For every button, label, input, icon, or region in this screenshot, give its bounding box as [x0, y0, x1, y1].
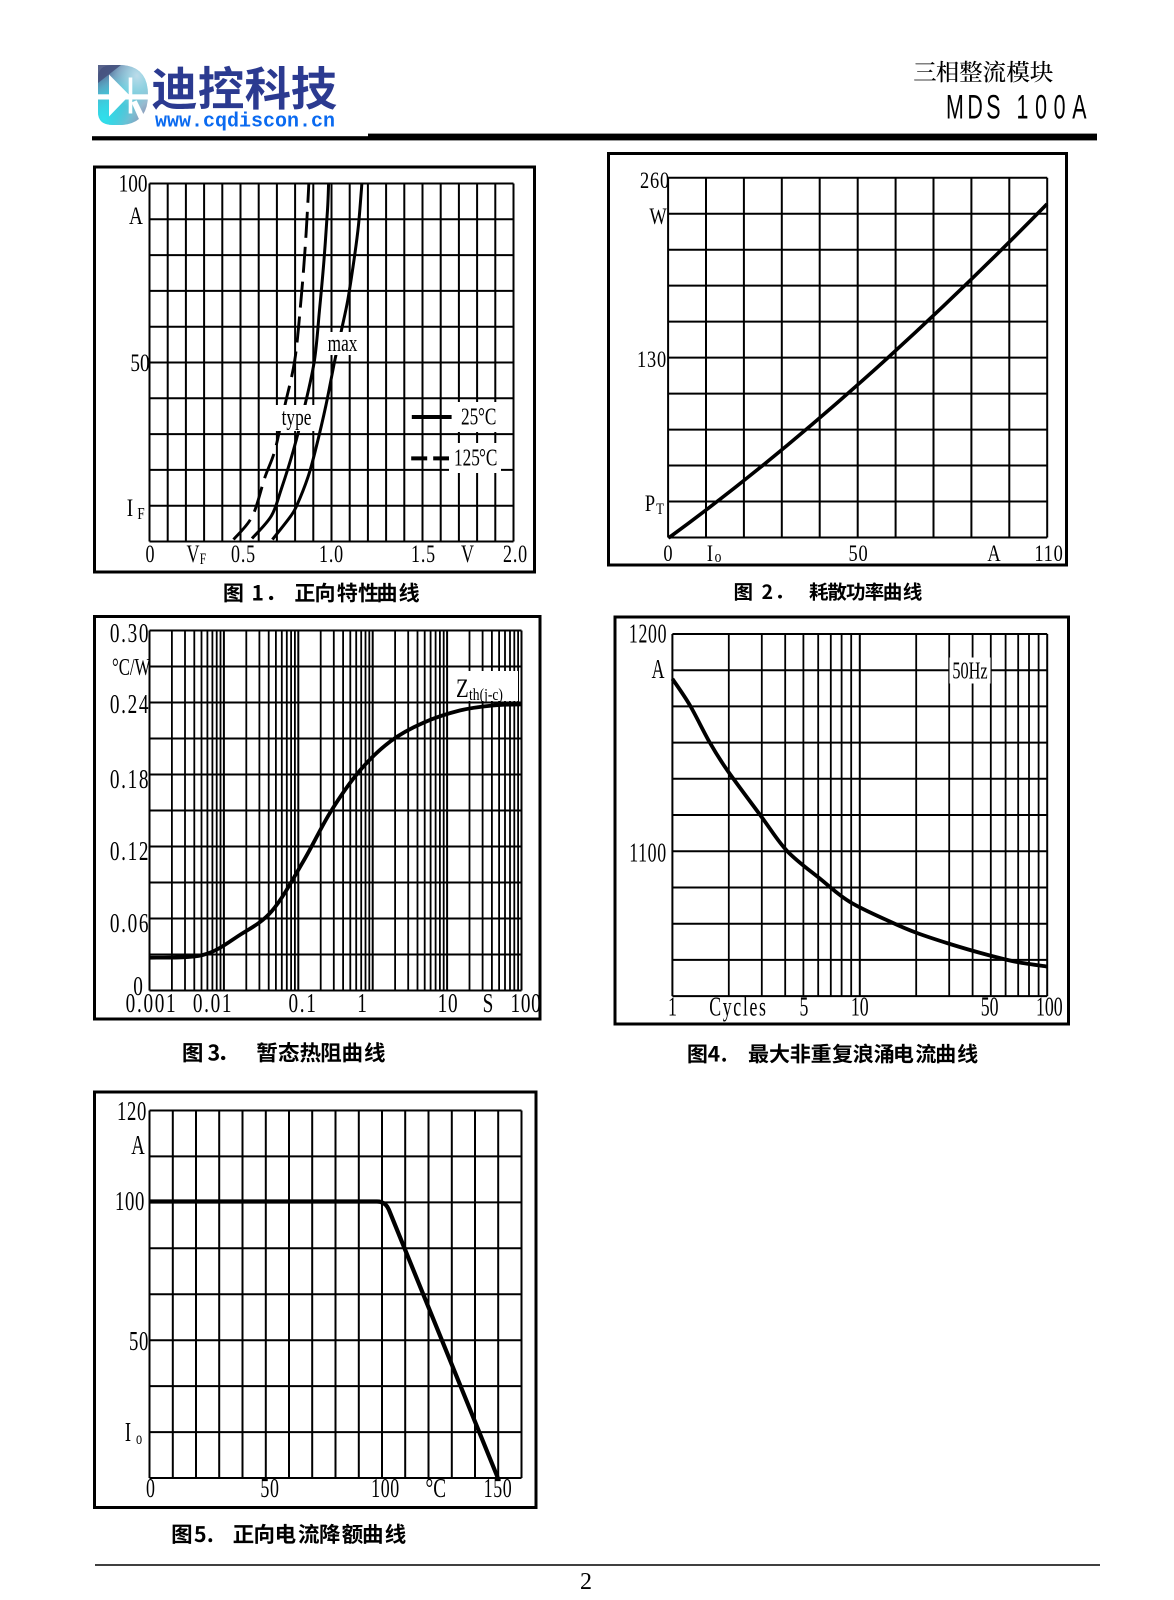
svg-text:5: 5: [800, 992, 809, 1022]
svg-text:0.24: 0.24: [110, 690, 150, 720]
svg-text:V: V: [187, 540, 200, 568]
svg-text:1.0: 1.0: [319, 540, 344, 568]
svg-text:0.01: 0.01: [193, 989, 233, 1019]
svg-text:°C/W: °C/W: [112, 655, 151, 680]
svg-text:°C: °C: [479, 444, 497, 472]
svg-text:1.5: 1.5: [411, 540, 436, 568]
svg-text:F: F: [200, 551, 207, 568]
svg-text:50: 50: [130, 349, 149, 377]
svg-text:0.12: 0.12: [110, 837, 150, 867]
svg-text:10: 10: [851, 992, 869, 1022]
svg-text:th(j-c): th(j-c): [469, 686, 503, 705]
svg-text:0.001: 0.001: [126, 989, 178, 1019]
svg-text:V: V: [461, 540, 474, 568]
svg-text:o: o: [715, 548, 722, 567]
svg-text:100: 100: [115, 1187, 145, 1217]
svg-text:Z: Z: [456, 675, 469, 704]
svg-text:0: 0: [133, 972, 143, 1002]
svg-text:A: A: [129, 202, 143, 230]
svg-text:0.18: 0.18: [110, 765, 150, 795]
svg-text:260: 260: [640, 167, 670, 194]
svg-text:I: I: [125, 1418, 131, 1448]
svg-text:www.cqdiscon.cn: www.cqdiscon.cn: [155, 111, 335, 134]
svg-text:2.0: 2.0: [503, 540, 528, 568]
svg-text:0: 0: [146, 1473, 155, 1504]
svg-text:MDS: MDS: [946, 88, 1001, 126]
svg-text:25: 25: [461, 403, 478, 431]
svg-text:A: A: [987, 540, 1000, 567]
svg-text:125: 125: [454, 444, 480, 472]
svg-text:°C: °C: [426, 1474, 447, 1504]
svg-text:0: 0: [146, 540, 155, 568]
svg-text:120: 120: [117, 1097, 147, 1127]
svg-text:50Hz: 50Hz: [952, 659, 987, 685]
svg-text:0.5: 0.5: [231, 540, 256, 568]
svg-text:2: 2: [580, 1569, 592, 1595]
svg-text:50: 50: [260, 1473, 279, 1504]
svg-text:1100: 1100: [629, 838, 667, 868]
svg-text:type: type: [282, 403, 312, 431]
svg-text:I: I: [127, 494, 133, 522]
svg-text:50: 50: [129, 1327, 149, 1357]
svg-text:0.30: 0.30: [110, 619, 150, 649]
svg-text:110: 110: [1034, 540, 1063, 567]
svg-text:Cycles: Cycles: [709, 992, 767, 1022]
svg-text:100: 100: [511, 989, 542, 1019]
svg-text:S: S: [483, 989, 494, 1019]
svg-text:A: A: [131, 1131, 145, 1161]
svg-text:1200: 1200: [629, 619, 667, 649]
svg-text:150: 150: [484, 1473, 513, 1504]
svg-text:max: max: [328, 329, 358, 357]
svg-text:o: o: [136, 1429, 142, 1449]
svg-text:100: 100: [1036, 992, 1063, 1022]
svg-text:°C: °C: [478, 403, 496, 431]
svg-text:100: 100: [119, 169, 148, 197]
svg-text:T: T: [656, 501, 664, 519]
svg-text:1: 1: [668, 992, 677, 1022]
svg-text:0.06: 0.06: [110, 909, 150, 939]
svg-text:0: 0: [663, 540, 672, 567]
svg-text:1: 1: [357, 989, 367, 1019]
svg-text:10: 10: [438, 989, 459, 1019]
svg-text:130: 130: [637, 346, 667, 373]
svg-text:P: P: [645, 490, 655, 517]
svg-text:50: 50: [981, 992, 999, 1022]
svg-text:I: I: [707, 540, 713, 567]
svg-text:50: 50: [849, 540, 869, 567]
svg-text:F: F: [137, 504, 144, 523]
svg-text:W: W: [649, 203, 667, 230]
svg-text:100: 100: [371, 1473, 400, 1504]
svg-text:A: A: [652, 654, 665, 684]
svg-text:0.1: 0.1: [288, 989, 317, 1019]
